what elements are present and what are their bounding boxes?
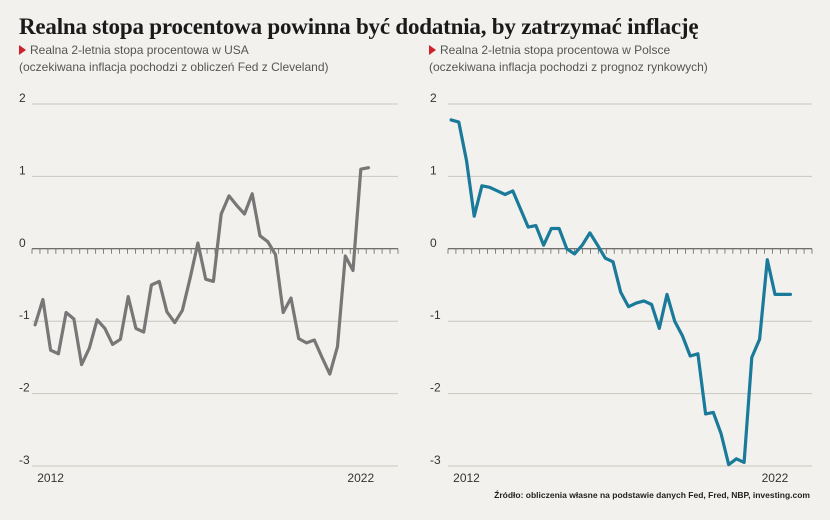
right-xtick-label: 2012 (453, 471, 480, 485)
left-xtick-label: 2022 (347, 471, 374, 485)
right-ytick-label: 1 (430, 163, 437, 177)
left-series-line (33, 166, 371, 376)
left-ytick-label: 1 (19, 163, 26, 177)
right-ytick-label: 2 (430, 91, 437, 105)
right-subtitle-line1: Realna 2-letnia stopa procentowa w Polsc… (440, 43, 671, 57)
left-panel-subtitle: Realna 2-letnia stopa procentowa w USA (… (19, 42, 329, 76)
left-chart: 2 1 0 -1 -2 -3 2012 2022 (19, 91, 399, 485)
right-ytick-label: 0 (430, 236, 437, 250)
right-ytick-label: -2 (430, 381, 441, 395)
left-xtick-label: 2012 (37, 471, 64, 485)
right-ytick-label: -3 (430, 453, 441, 467)
right-ytick-label: -1 (430, 308, 441, 322)
left-ytick-label: 0 (19, 236, 26, 250)
right-panel-subtitle: Realna 2-letnia stopa procentowa w Polsc… (429, 42, 708, 76)
right-xtick-label: 2022 (762, 471, 789, 485)
red-triangle-icon (429, 45, 436, 55)
source-note: Źródło: obliczenia własne na podstawie d… (494, 490, 810, 500)
left-ytick-label: -1 (19, 308, 30, 322)
red-triangle-icon (19, 45, 26, 55)
right-series-line (449, 118, 793, 467)
right-subtitle-line2: (oczekiwana inflacja pochodzi z prognoz … (429, 60, 708, 74)
left-ytick-label: -2 (19, 381, 30, 395)
chart-title: Realna stopa procentowa powinna być doda… (19, 14, 699, 39)
left-subtitle-line2: (oczekiwana inflacja pochodzi z obliczeń… (19, 60, 329, 74)
left-ytick-label: 2 (19, 91, 26, 105)
right-chart: 2 1 0 -1 -2 -3 2012 2022 (430, 91, 813, 485)
left-ytick-label: -3 (19, 453, 30, 467)
left-subtitle-line1: Realna 2-letnia stopa procentowa w USA (30, 43, 249, 57)
